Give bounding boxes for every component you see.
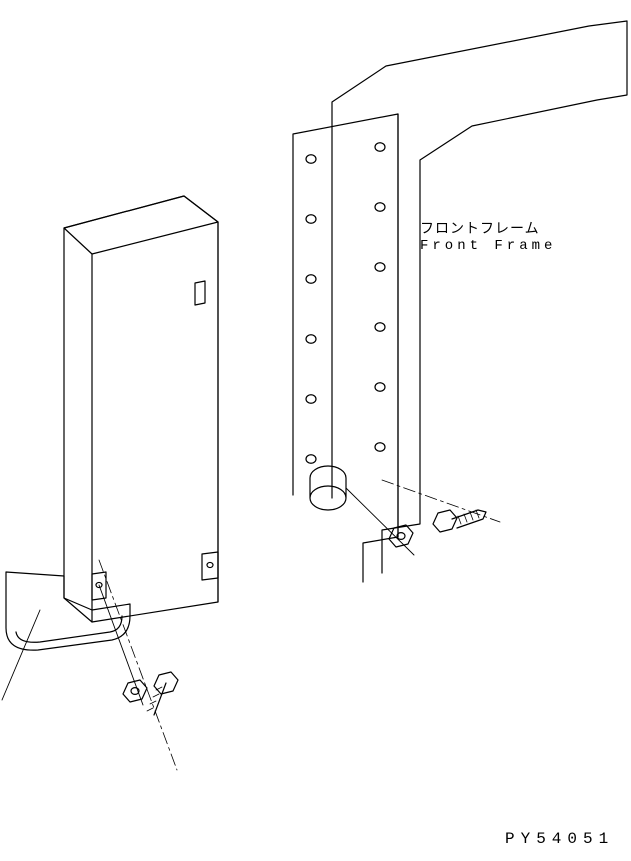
diagram-svg — [0, 0, 631, 861]
diagram-stage: フロントフレーム Front Frame PY54051 — [0, 0, 631, 861]
front-frame-label-jp: フロントフレーム — [420, 218, 540, 238]
part-id-label: PY54051 — [505, 830, 614, 848]
front-frame-label-en: Front Frame — [420, 238, 556, 254]
